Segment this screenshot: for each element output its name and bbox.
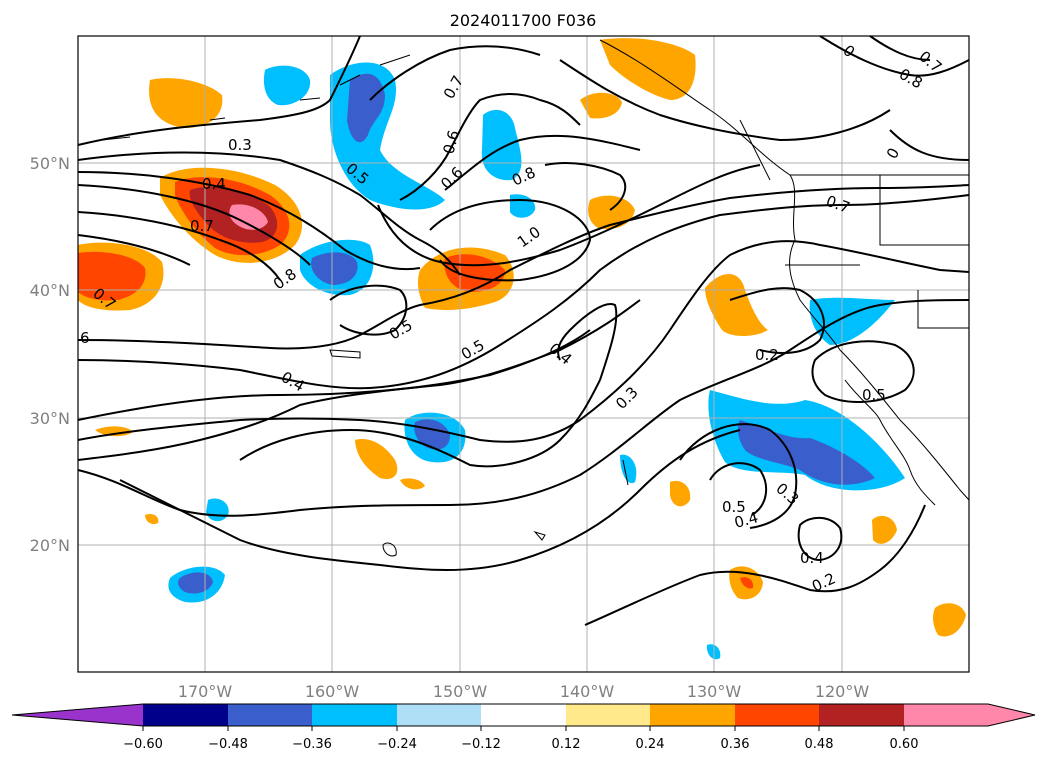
latitude-labels: 50°N 40°N 30°N 20°N bbox=[30, 154, 70, 555]
lat-label-30n: 30°N bbox=[30, 409, 70, 428]
negative-anomaly-shading bbox=[168, 62, 905, 660]
contour-label: 0.4 bbox=[800, 549, 824, 567]
colorbar-tick-label: 0.24 bbox=[636, 737, 665, 752]
colorbar-tick-label: 0.12 bbox=[552, 737, 581, 752]
map-frame bbox=[77, 35, 970, 673]
colorbar-tick-label: −0.60 bbox=[123, 737, 163, 752]
colorbar-tick-label: 0.48 bbox=[805, 737, 834, 752]
colorbar-extend-low bbox=[12, 704, 143, 726]
contour-label: 0.5 bbox=[722, 498, 746, 516]
colorbar-bin bbox=[819, 704, 904, 726]
lon-label-160w: 160°W bbox=[305, 682, 360, 701]
lon-label-120w: 120°W bbox=[815, 682, 870, 701]
colorbar-tick-label: −0.12 bbox=[461, 737, 501, 752]
lon-label-150w: 150°W bbox=[433, 682, 488, 701]
graticule bbox=[78, 36, 969, 672]
lon-label-140w: 140°W bbox=[560, 682, 615, 701]
map-title: 2024011700 F036 bbox=[450, 11, 597, 30]
colorbar-bin bbox=[650, 704, 735, 726]
colorbar: −0.60 −0.48 −0.36 −0.24 −0.12 0.12 0.24 … bbox=[11, 703, 1036, 752]
colorbar-tick-label: −0.36 bbox=[292, 737, 332, 752]
contour-label: 0.5 bbox=[862, 386, 886, 404]
lat-label-50n: 50°N bbox=[30, 154, 70, 173]
colorbar-tick-label: −0.48 bbox=[208, 737, 248, 752]
colorbar-tick-label: 0.60 bbox=[890, 737, 919, 752]
colorbar-tick-label: 0.36 bbox=[721, 737, 750, 752]
contour-label: 0.7 bbox=[190, 217, 214, 235]
contour-label: 0.4 bbox=[732, 508, 760, 532]
colorbar-ticks bbox=[142, 726, 905, 731]
colorbar-bin bbox=[566, 704, 650, 726]
longitude-labels: 170°W 160°W 150°W 140°W 130°W 120°W bbox=[178, 682, 870, 701]
colorbar-bin bbox=[143, 704, 228, 726]
lon-label-170w: 170°W bbox=[178, 682, 233, 701]
colorbar-bin bbox=[735, 704, 819, 726]
colorbar-bin bbox=[312, 704, 397, 726]
colorbar-bin bbox=[228, 704, 312, 726]
contour-label: 0.6 bbox=[439, 128, 463, 156]
contour-label: 0.2 bbox=[755, 346, 779, 364]
map-panel: 0.3 0.4 0.7 0.8 0.7 6 0.5 0.7 0.6 0.6 0.… bbox=[77, 35, 970, 673]
contour-label: 6 bbox=[80, 329, 90, 347]
colorbar-extend-high bbox=[904, 704, 1035, 726]
colorbar-tick-label: −0.24 bbox=[377, 737, 417, 752]
lat-label-20n: 20°N bbox=[30, 536, 70, 555]
lat-label-40n: 40°N bbox=[30, 281, 70, 300]
coastlines bbox=[101, 39, 970, 557]
contour-label: 0.3 bbox=[228, 136, 252, 154]
lon-label-130w: 130°W bbox=[687, 682, 742, 701]
contour-lines bbox=[77, 35, 970, 626]
colorbar-bin bbox=[397, 704, 481, 726]
colorbar-bin bbox=[481, 704, 566, 726]
contour-label: 0.4 bbox=[202, 175, 226, 193]
